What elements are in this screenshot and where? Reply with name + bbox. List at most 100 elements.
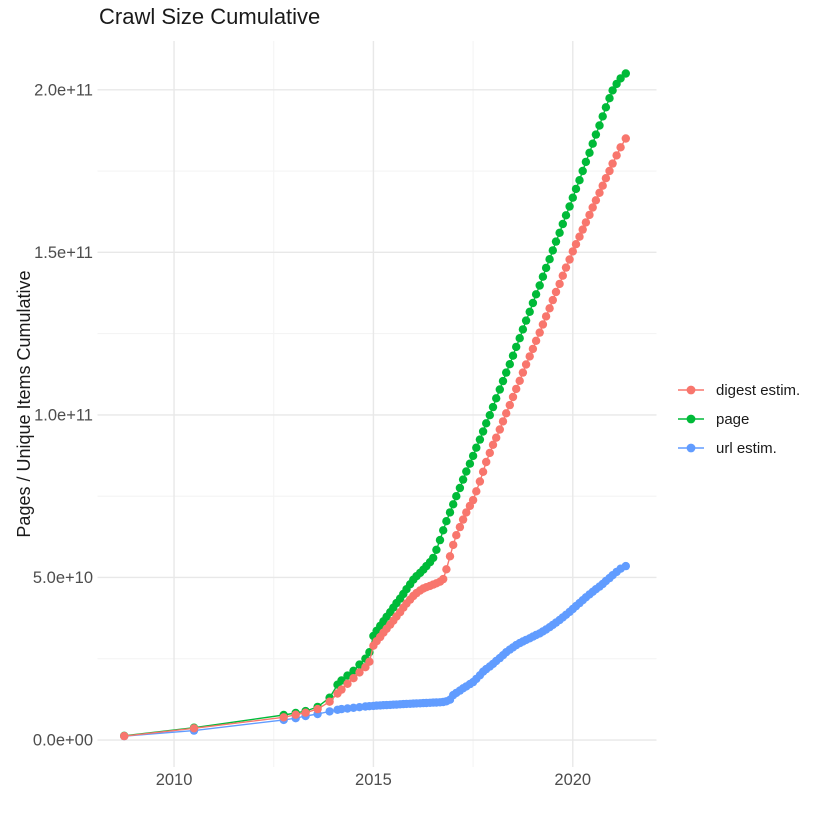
data-point xyxy=(571,240,581,249)
data-point xyxy=(581,218,591,227)
data-point xyxy=(472,487,481,496)
data-point xyxy=(291,710,300,719)
data-point xyxy=(279,713,288,722)
data-point xyxy=(558,271,567,280)
data-point xyxy=(621,561,630,571)
data-point xyxy=(598,181,607,190)
data-point xyxy=(525,307,534,316)
data-point xyxy=(608,159,617,168)
data-point xyxy=(512,384,521,394)
data-point xyxy=(621,134,630,143)
data-point xyxy=(488,440,498,449)
data-point xyxy=(591,130,601,139)
data-point xyxy=(498,376,508,386)
data-point xyxy=(518,368,528,377)
data-point xyxy=(515,376,524,385)
data-point xyxy=(482,419,491,428)
data-point xyxy=(120,731,129,741)
data-point xyxy=(578,166,587,176)
data-point xyxy=(462,508,471,517)
data-point xyxy=(189,724,199,733)
data-point xyxy=(455,483,465,493)
data-point xyxy=(525,352,534,361)
data-point xyxy=(616,143,625,152)
chart-title: Crawl Size Cumulative xyxy=(99,4,321,29)
data-point xyxy=(585,210,594,220)
data-point xyxy=(495,385,504,394)
data-point xyxy=(505,360,514,369)
data-point xyxy=(512,342,521,352)
data-point xyxy=(478,427,488,436)
legend-key-icon xyxy=(678,414,704,424)
data-point xyxy=(551,287,561,297)
legend-label: digest estim. xyxy=(716,381,801,399)
data-point xyxy=(301,708,310,717)
data-point xyxy=(568,247,577,256)
legend: digest estim. page url estim. xyxy=(676,379,800,466)
data-point xyxy=(528,298,538,308)
data-point xyxy=(605,94,614,103)
data-point xyxy=(505,400,514,410)
data-point xyxy=(468,495,478,505)
data-point xyxy=(462,467,471,476)
data-point xyxy=(538,320,548,329)
data-point xyxy=(595,188,604,197)
data-point xyxy=(488,402,498,412)
data-point xyxy=(325,707,334,716)
data-point xyxy=(349,674,358,683)
data-point xyxy=(439,526,448,535)
data-point xyxy=(548,246,557,255)
data-point xyxy=(485,448,494,458)
data-point xyxy=(591,196,601,205)
data-point xyxy=(545,304,554,313)
data-point xyxy=(541,263,551,273)
data-point xyxy=(458,515,468,524)
data-point xyxy=(535,281,544,290)
data-point xyxy=(445,508,455,517)
y-tick-label: 1.5e+11 xyxy=(34,244,93,262)
data-point xyxy=(502,409,511,418)
data-point xyxy=(585,148,594,157)
data-point xyxy=(581,157,591,167)
data-point xyxy=(482,457,491,467)
legend-key-icon xyxy=(678,385,704,395)
data-point xyxy=(343,679,352,688)
data-point xyxy=(558,219,567,229)
data-point xyxy=(498,417,508,426)
data-point xyxy=(432,545,441,554)
data-point xyxy=(555,228,564,237)
data-point xyxy=(449,540,458,550)
data-point xyxy=(575,176,584,185)
data-point xyxy=(442,565,451,574)
data-point xyxy=(588,139,597,148)
data-point xyxy=(515,334,524,343)
data-point xyxy=(588,203,597,212)
data-point xyxy=(313,704,322,714)
y-tick-label: 1.0e+11 xyxy=(34,406,93,424)
data-point xyxy=(608,86,617,95)
data-point xyxy=(472,443,481,452)
y-tick-label: 5.0e+10 xyxy=(33,569,93,587)
data-point xyxy=(528,344,538,354)
data-point xyxy=(518,325,528,334)
data-point xyxy=(492,433,501,442)
legend-item: digest estim. xyxy=(676,379,800,401)
data-point xyxy=(452,531,461,540)
legend-label: url estim. xyxy=(716,439,777,457)
data-point xyxy=(555,279,564,289)
data-point xyxy=(598,112,607,121)
data-point xyxy=(541,312,551,321)
data-point xyxy=(565,255,574,264)
data-point xyxy=(545,255,554,264)
legend-key-icon xyxy=(678,443,704,453)
data-point xyxy=(601,103,611,112)
data-point xyxy=(612,151,621,160)
data-point xyxy=(535,328,544,337)
data-point xyxy=(485,411,494,420)
data-point xyxy=(458,475,468,484)
data-point xyxy=(565,202,574,211)
data-point xyxy=(601,174,611,183)
data-point xyxy=(435,535,445,545)
data-point xyxy=(531,290,541,299)
